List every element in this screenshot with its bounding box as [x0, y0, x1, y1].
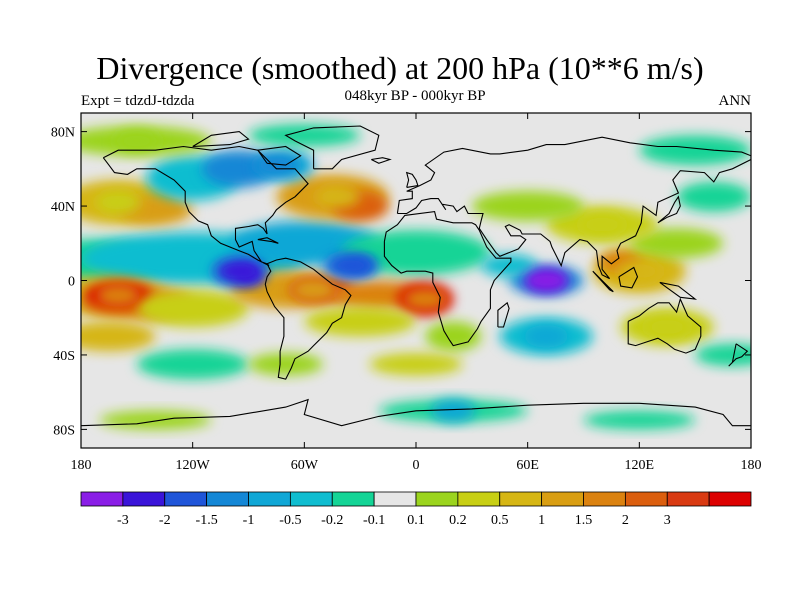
y-tick-label: 80N: [51, 126, 75, 141]
feature-australia-positive: [644, 315, 690, 339]
colorbar-label: -1: [243, 513, 255, 528]
coast-greenland: [284, 125, 380, 170]
time-range-label: 048kyr BP - 000kyr BP: [344, 88, 486, 104]
colorbar-swatch: [583, 491, 626, 507]
coast-africa: [383, 210, 512, 347]
colorbar-label: 1: [538, 513, 545, 528]
coast-japan: [657, 195, 681, 224]
plot-title: Divergence (smoothed) at 200 hPa (10**6 …: [96, 50, 704, 86]
y-tick-label: 40S: [53, 349, 75, 364]
coast-north-america: [102, 145, 309, 267]
divergence-map: [80, 112, 752, 449]
y-tick-label: 0: [68, 275, 75, 290]
coast-madagascar: [497, 301, 510, 328]
feature-east-pacific-negative: [216, 260, 262, 283]
y-tick-label: 40N: [51, 200, 75, 215]
colorbar-label: -0.1: [363, 513, 385, 528]
colorbar-swatch: [248, 491, 291, 507]
colorbar-label: -2: [159, 513, 171, 528]
coast-borneo: [618, 266, 639, 289]
colorbar-label: 2: [622, 513, 629, 528]
feature-n-pacific-positive: [95, 191, 141, 214]
x-tick-label: 180: [741, 458, 762, 473]
coast-south-america: [264, 257, 352, 380]
feature-s-america-positive: [291, 278, 336, 301]
colorbar-label: -3: [117, 513, 129, 528]
coastlines: [81, 125, 751, 427]
colorbar-swatch: [80, 491, 124, 507]
colorbar-label: 1.5: [575, 513, 593, 528]
colorbar-label: 0.1: [407, 513, 425, 528]
feature-asia-positive: [579, 213, 625, 236]
feature-n-atlantic-positive: [315, 185, 361, 208]
coast-eurasia: [396, 136, 751, 280]
feature-se-atlantic-positive: [402, 287, 448, 311]
colorbar-swatch: [457, 491, 501, 507]
colorbar-label: -0.2: [321, 513, 343, 528]
divergence-field: [81, 124, 751, 430]
x-tick-label: 60E: [516, 458, 539, 473]
colorbar-swatch: [624, 491, 668, 507]
colorbar-swatch: [666, 491, 710, 507]
colorbar-label: 3: [664, 513, 671, 528]
coast-uk: [405, 171, 419, 188]
colorbar-swatch: [206, 491, 249, 507]
colorbar-label: 0.5: [491, 513, 509, 528]
coast-cuba: [257, 237, 279, 244]
colorbar-swatch: [373, 491, 417, 507]
feature-s-indian-neg: [523, 325, 569, 348]
experiment-label: Expt = tdzdJ-tdzda: [81, 93, 195, 109]
coast-new-zealand: [728, 343, 749, 367]
feature-s-pacific-positive: [95, 284, 141, 307]
coast-canadian-archipelago: [192, 131, 250, 148]
x-tick-label: 180: [71, 458, 92, 473]
x-tick-label: 0: [413, 458, 420, 473]
y-tick-label: 80S: [53, 423, 75, 438]
x-tick-label: 60W: [291, 458, 319, 473]
coast-antarctica: [81, 398, 751, 427]
colorbar-swatch: [541, 491, 584, 507]
colorbar-swatch: [331, 491, 375, 507]
colorbar-swatch: [708, 491, 752, 507]
coast-baffin: [256, 145, 302, 166]
map-axes: 80N 40N 0 40S 80S 180 120W 60W 0 60E 120E 180: [51, 113, 762, 473]
colorbar-swatch: [289, 491, 333, 507]
colorbar-label: 0.2: [449, 513, 467, 528]
coast-new-guinea: [659, 281, 698, 300]
colorbar: -3 -2 -1.5 -1 -0.5 -0.2 -0.1 0.1 0.2 0.5 1 1.5 2 3: [80, 491, 752, 528]
coast-sumatra: [592, 270, 614, 293]
feature-indian-negative: [523, 269, 569, 292]
coast-australia: [627, 297, 702, 354]
feature-s-ocean-neg: [430, 399, 476, 422]
feature-north-atlantic-neg: [254, 153, 299, 177]
season-label: ANN: [718, 93, 752, 109]
feature-north-polar-positive: [114, 129, 160, 153]
colorbar-swatch: [415, 491, 459, 507]
colorbar-label: -0.5: [279, 513, 301, 528]
feature-maritime-positive: [617, 260, 662, 283]
x-tick-label: 120E: [625, 458, 655, 473]
feature-atlantic-negative: [328, 254, 374, 277]
colorbar-swatch: [164, 491, 208, 507]
colorbar-swatch: [122, 491, 166, 507]
x-tick-label: 120W: [176, 458, 211, 473]
colorbar-label: -1.5: [196, 513, 218, 528]
coast-iceland: [371, 157, 392, 164]
colorbar-swatch: [499, 491, 543, 507]
